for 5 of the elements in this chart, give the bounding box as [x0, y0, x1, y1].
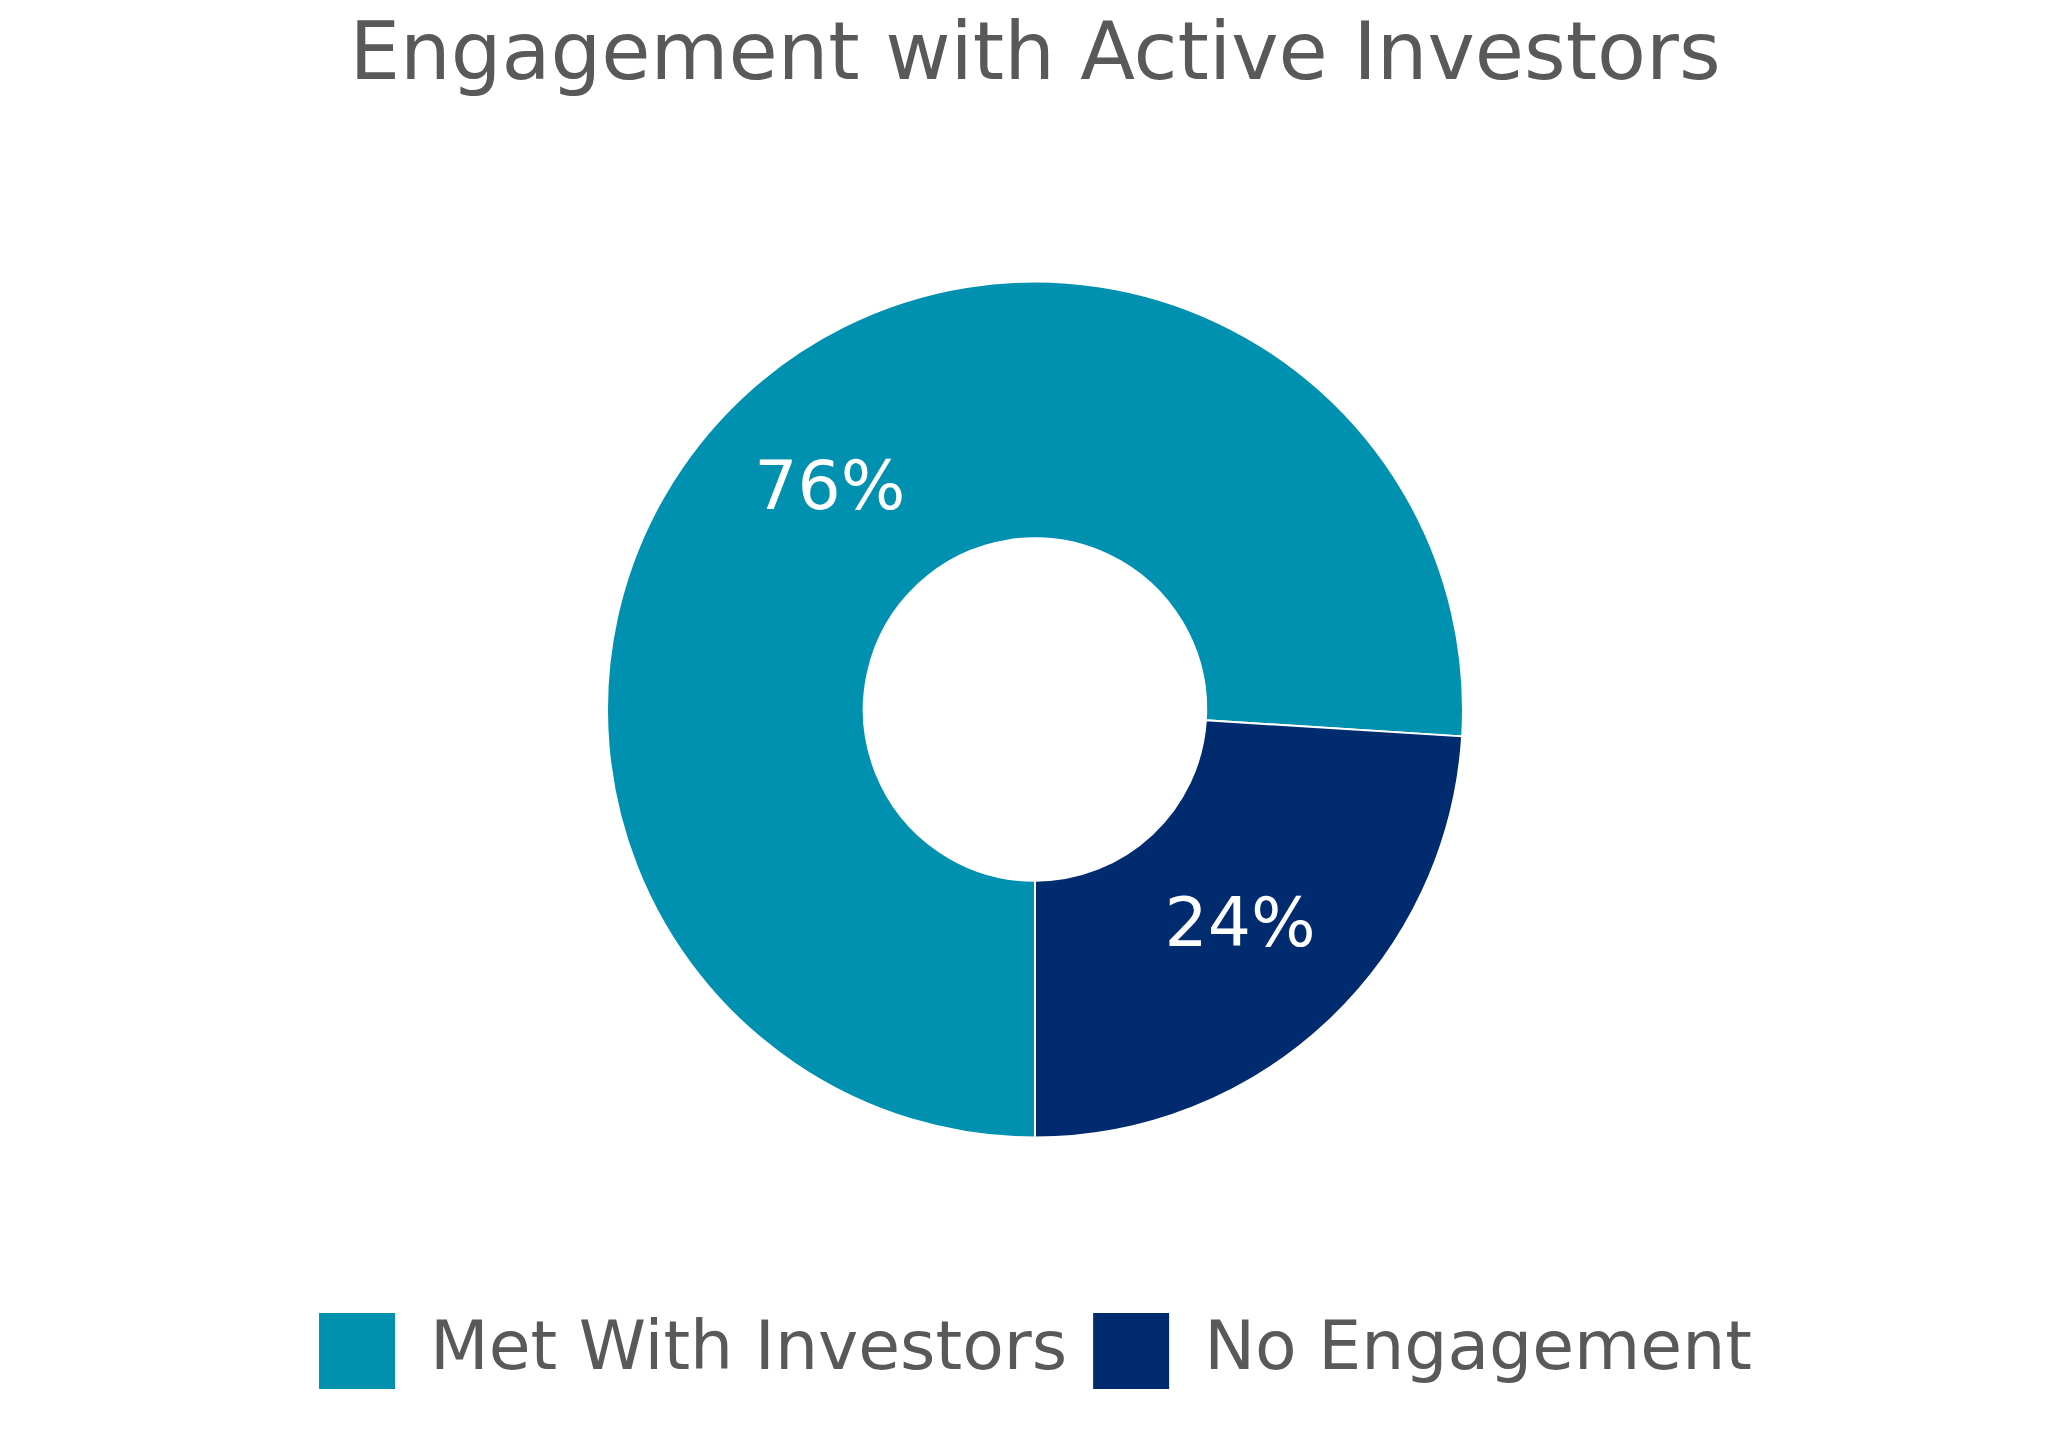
chart-title: Engagement with Active Investors	[349, 4, 1721, 98]
legend-label: No Engagement	[1204, 1305, 1752, 1385]
legend-label: Met With Investors	[430, 1305, 1068, 1385]
data-label: 76%	[754, 445, 906, 525]
data-label: 24%	[1164, 882, 1316, 962]
